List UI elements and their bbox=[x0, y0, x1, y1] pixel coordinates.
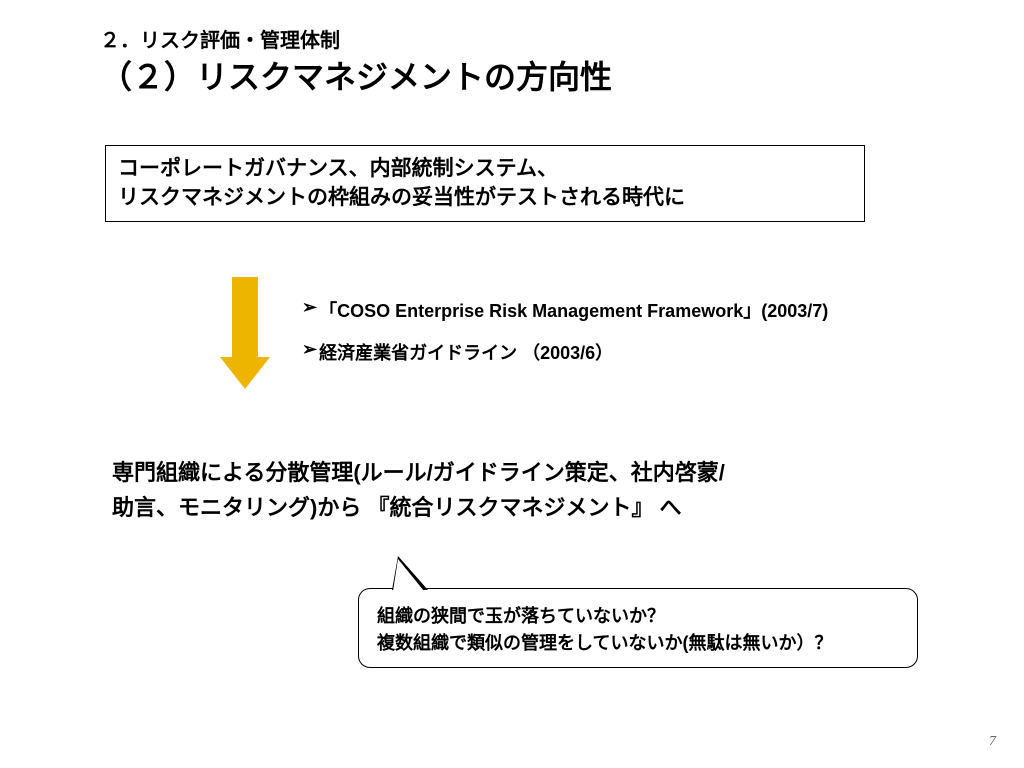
bullet-marker-icon: ➢ bbox=[302, 297, 317, 318]
body-line2: 助言、モニタリング)から 『統合リスクマネジメント』 へ bbox=[112, 490, 912, 525]
intro-box-line1: コーポレートガバナンス、内部統制システム、 bbox=[118, 154, 852, 183]
body-text: 専門組織による分散管理(ルール/ガイドライン策定、社内啓蒙/ 助言、モニタリング… bbox=[112, 455, 912, 525]
down-arrow-icon bbox=[220, 277, 270, 397]
callout-box: 組織の狭間で玉が落ちていないか？ 複数組織で類似の管理をしていないか(無駄は無い… bbox=[358, 588, 918, 668]
bullet-text: 「COSO Enterprise Risk Management Framewo… bbox=[319, 297, 828, 323]
callout-line1: 組織の狭間で玉が落ちていないか？ bbox=[377, 603, 899, 630]
intro-box-line2: リスクマネジメントの枠組みの妥当性がテストされる時代に bbox=[118, 183, 852, 212]
bullet-list: ➢ 「COSO Enterprise Risk Management Frame… bbox=[302, 297, 828, 381]
bullet-item: ➢ 「COSO Enterprise Risk Management Frame… bbox=[302, 297, 828, 323]
body-line1: 専門組織による分散管理(ルール/ガイドライン策定、社内啓蒙/ bbox=[112, 455, 912, 490]
bullet-item: ➢ 経済産業省ガイドライン （2003/6） bbox=[302, 339, 828, 365]
bullet-text: 経済産業省ガイドライン （2003/6） bbox=[319, 339, 613, 365]
section-label: ２．リスク評価・管理体制 bbox=[100, 24, 340, 53]
callout-line2: 複数組織で類似の管理をしていないか(無駄は無いか）？ bbox=[377, 630, 899, 657]
slide-title: （２）リスクマネジメントの方向性 bbox=[100, 52, 612, 98]
bullet-marker-icon: ➢ bbox=[302, 339, 317, 360]
slide: ２．リスク評価・管理体制 （２）リスクマネジメントの方向性 コーポレートガバナン… bbox=[0, 0, 1024, 768]
intro-box: コーポレートガバナンス、内部統制システム、 リスクマネジメントの枠組みの妥当性が… bbox=[105, 145, 865, 222]
page-number: 7 bbox=[989, 734, 996, 750]
